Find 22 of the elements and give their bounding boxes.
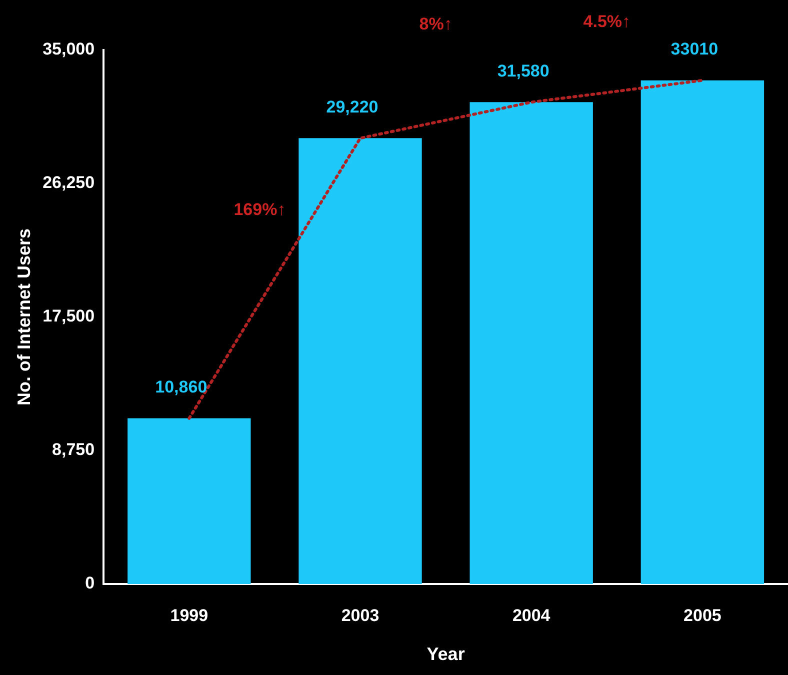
- data-label: 29,220: [326, 97, 378, 116]
- x-tick-label: 2005: [684, 606, 722, 625]
- text: 4.5%↑: [583, 12, 631, 32]
- data-label: 33010: [670, 40, 718, 59]
- y-tick-label: 17,500: [42, 306, 95, 326]
- x-axis-title: Year: [426, 644, 465, 664]
- y-tick-label: 0: [85, 574, 95, 593]
- y-tick-label: 26,250: [42, 173, 95, 192]
- bar: [128, 418, 251, 584]
- y-axis-title: No. of Internet Users: [14, 228, 34, 406]
- text: 8%↑: [419, 14, 452, 34]
- data-label: 31,580: [497, 61, 550, 80]
- bar: [298, 138, 422, 584]
- x-tick-label: 1999: [170, 606, 208, 625]
- data-label: 10,860: [155, 377, 208, 396]
- annotation: 169%↑: [234, 200, 286, 219]
- y-tick-label: 35,000: [42, 40, 95, 59]
- x-tick-label: 2004: [512, 606, 551, 625]
- bar: [470, 102, 593, 584]
- x-tick-label: 2003: [341, 606, 380, 625]
- y-tick-label: 8,750: [52, 440, 95, 460]
- bar: [640, 80, 764, 584]
